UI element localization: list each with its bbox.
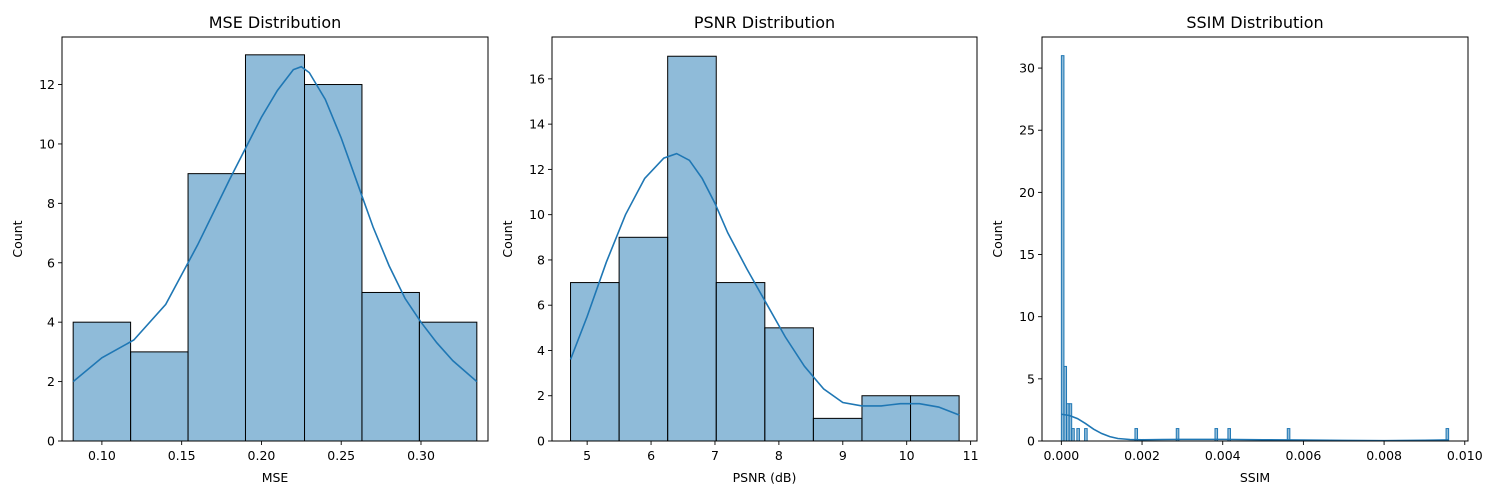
y-tick-label: 4 bbox=[47, 315, 55, 330]
kde-curve bbox=[569, 152, 960, 416]
y-axis-label: Count bbox=[500, 220, 515, 257]
x-tick-label: 0.30 bbox=[407, 448, 435, 463]
histogram-bar bbox=[618, 236, 669, 442]
histogram-bar bbox=[570, 282, 620, 442]
histogram-bar bbox=[715, 282, 766, 442]
x-tick-label: 0.010 bbox=[1447, 448, 1483, 463]
histogram-bar bbox=[187, 173, 246, 442]
panel-1: 0.10 0.15 0.20 0.25 0.30 0 2 4 6 8 10 12 MSE Distrib… bbox=[10, 13, 489, 485]
histogram-bar bbox=[418, 321, 478, 442]
x-tick-label: 0.25 bbox=[327, 448, 355, 463]
x-tick-label: 0.20 bbox=[248, 448, 276, 463]
axes-frame bbox=[551, 36, 978, 442]
x-axis-label: PSNR (dB) bbox=[733, 470, 797, 485]
y-tick-label: 4 bbox=[537, 343, 545, 358]
y-tick-label: 16 bbox=[529, 71, 545, 86]
y-tick-label: 0 bbox=[537, 434, 545, 449]
x-tick-label: 0.002 bbox=[1124, 448, 1160, 463]
panel-2: 5 6 7 8 9 10 11 0 2 4 6 8 10 12 14 16 PSNR Distribution P… bbox=[500, 13, 979, 485]
x-tick-label: 8 bbox=[775, 448, 783, 463]
y-tick-label: 8 bbox=[47, 196, 55, 211]
y-tick-label: 5 bbox=[1027, 371, 1035, 386]
histogram-bar bbox=[861, 395, 912, 442]
x-tick-label: 10 bbox=[899, 448, 915, 463]
histogram-bar bbox=[72, 321, 132, 442]
chart-title: MSE Distribution bbox=[209, 13, 342, 32]
x-tick-label: 0.15 bbox=[168, 448, 196, 463]
x-axis-label: MSE bbox=[262, 470, 289, 485]
histogram-bar bbox=[764, 327, 814, 442]
y-tick-label: 12 bbox=[529, 162, 545, 177]
x-axis-label: SSIM bbox=[1240, 470, 1270, 485]
histogram-bar bbox=[1071, 428, 1075, 442]
axes-frame bbox=[1041, 36, 1469, 442]
histogram-bar bbox=[244, 54, 306, 442]
histogram-bar bbox=[910, 395, 960, 442]
y-tick-label: 10 bbox=[1019, 309, 1035, 324]
y-tick-label: 30 bbox=[1019, 61, 1035, 76]
x-tick-label: 7 bbox=[711, 448, 719, 463]
histogram-bar bbox=[667, 55, 717, 442]
kde-curve bbox=[72, 65, 478, 383]
histogram-bar bbox=[304, 84, 363, 442]
histogram-bar bbox=[1084, 428, 1088, 442]
y-tick-label: 6 bbox=[537, 298, 545, 313]
y-tick-label: 10 bbox=[529, 207, 545, 222]
y-tick-label: 15 bbox=[1019, 247, 1035, 262]
x-tick-label: 11 bbox=[963, 448, 979, 463]
y-tick-label: 25 bbox=[1019, 123, 1035, 138]
y-axis-label: Count bbox=[10, 220, 25, 257]
histogram-bar bbox=[130, 351, 189, 442]
y-tick-label: 0 bbox=[1027, 434, 1035, 449]
x-tick-label: 6 bbox=[647, 448, 655, 463]
histogram-bar bbox=[1076, 428, 1080, 442]
x-tick-label: 0.006 bbox=[1286, 448, 1322, 463]
x-tick-label: 9 bbox=[839, 448, 847, 463]
y-tick-label: 10 bbox=[39, 136, 55, 151]
histogram-bar bbox=[361, 291, 420, 442]
y-tick-label: 14 bbox=[529, 117, 545, 132]
y-tick-label: 6 bbox=[47, 255, 55, 270]
chart-title: PSNR Distribution bbox=[694, 13, 835, 32]
y-tick-label: 2 bbox=[537, 388, 545, 403]
axes-frame bbox=[61, 36, 489, 442]
y-tick-label: 2 bbox=[47, 374, 55, 389]
x-tick-label: 5 bbox=[583, 448, 591, 463]
panel-3: 0.000 0.002 0.004 0.006 0.008 0.010 0 5 10 15 20 25… bbox=[990, 13, 1483, 485]
chart-title: SSIM Distribution bbox=[1186, 13, 1323, 32]
y-tick-label: 0 bbox=[47, 434, 55, 449]
y-tick-label: 12 bbox=[39, 77, 55, 92]
x-tick-label: 0.008 bbox=[1366, 448, 1402, 463]
x-tick-label: 0.000 bbox=[1043, 448, 1079, 463]
histogram-bar bbox=[812, 417, 863, 442]
x-tick-label: 0.10 bbox=[88, 448, 116, 463]
x-tick-label: 0.004 bbox=[1205, 448, 1241, 463]
y-tick-label: 8 bbox=[537, 252, 545, 267]
y-tick-label: 20 bbox=[1019, 185, 1035, 200]
kde-curve bbox=[1061, 413, 1449, 442]
y-axis-label: Count bbox=[990, 220, 1005, 257]
